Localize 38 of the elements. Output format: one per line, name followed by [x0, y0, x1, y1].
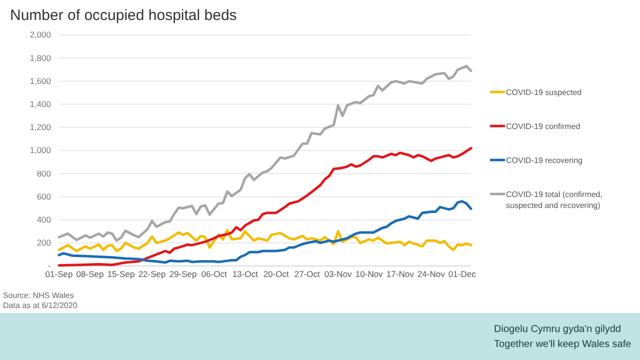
x-tick-label: 15-Sep [107, 269, 135, 280]
y-tick-label: 1,000 [30, 145, 52, 156]
x-tick-label: 13-Oct [232, 269, 258, 280]
text: Diogelu Cymru gyda'n gilydd [494, 324, 621, 335]
line-series [58, 64, 472, 242]
x-tick-label: 20-Oct [263, 269, 290, 280]
y-tick-label: 2,000 [30, 30, 52, 40]
line-series [58, 200, 472, 264]
line-series [58, 146, 472, 267]
y-tick-label: 200 [36, 238, 52, 248]
x-tick-label: 03-Nov [324, 269, 353, 280]
y-tick-label: 400 [36, 214, 52, 225]
y-tick-label: 800 [36, 168, 52, 178]
y-tick-label: 600 [36, 191, 52, 202]
line-series [58, 228, 472, 252]
x-tick-label: 24-Nov [417, 269, 446, 280]
x-tick-label: 06-Oct [201, 269, 228, 280]
y-tick-label: 1,600 [30, 76, 52, 86]
x-tick-label: 17-Nov [386, 269, 415, 280]
text: Data as at 6/12/2020 [3, 301, 78, 310]
legend-label: COVID-19 confirmed [506, 122, 580, 131]
y-tick-label: 1,200 [30, 122, 52, 132]
legend-label: COVID-19 suspected [506, 88, 582, 97]
x-tick-label: 10-Nov [355, 269, 384, 280]
x-tick-label: 22-Sep [138, 269, 166, 280]
chart-title: Number of occupied hospital beds [10, 7, 237, 24]
text: Together we'll keep Wales safe [494, 339, 632, 350]
x-tick-label: 01-Dec [448, 269, 477, 280]
y-tick-label: - [48, 260, 52, 271]
x-tick-label: 27-Oct [294, 269, 320, 280]
source-note: Source: NHS Wales [3, 291, 74, 300]
legend-label: COVID-19 total (confirmed, suspected and recovering) [506, 190, 602, 210]
x-tick-label: 01-Sep [45, 269, 73, 280]
x-tick-label: 08-Sep [76, 269, 104, 280]
y-tick-label: 1,800 [30, 52, 52, 63]
y-tick-label: 1,400 [30, 99, 52, 110]
x-tick-label: 29-Sep [169, 269, 198, 280]
legend-label: COVID-19 recovering [506, 156, 582, 165]
